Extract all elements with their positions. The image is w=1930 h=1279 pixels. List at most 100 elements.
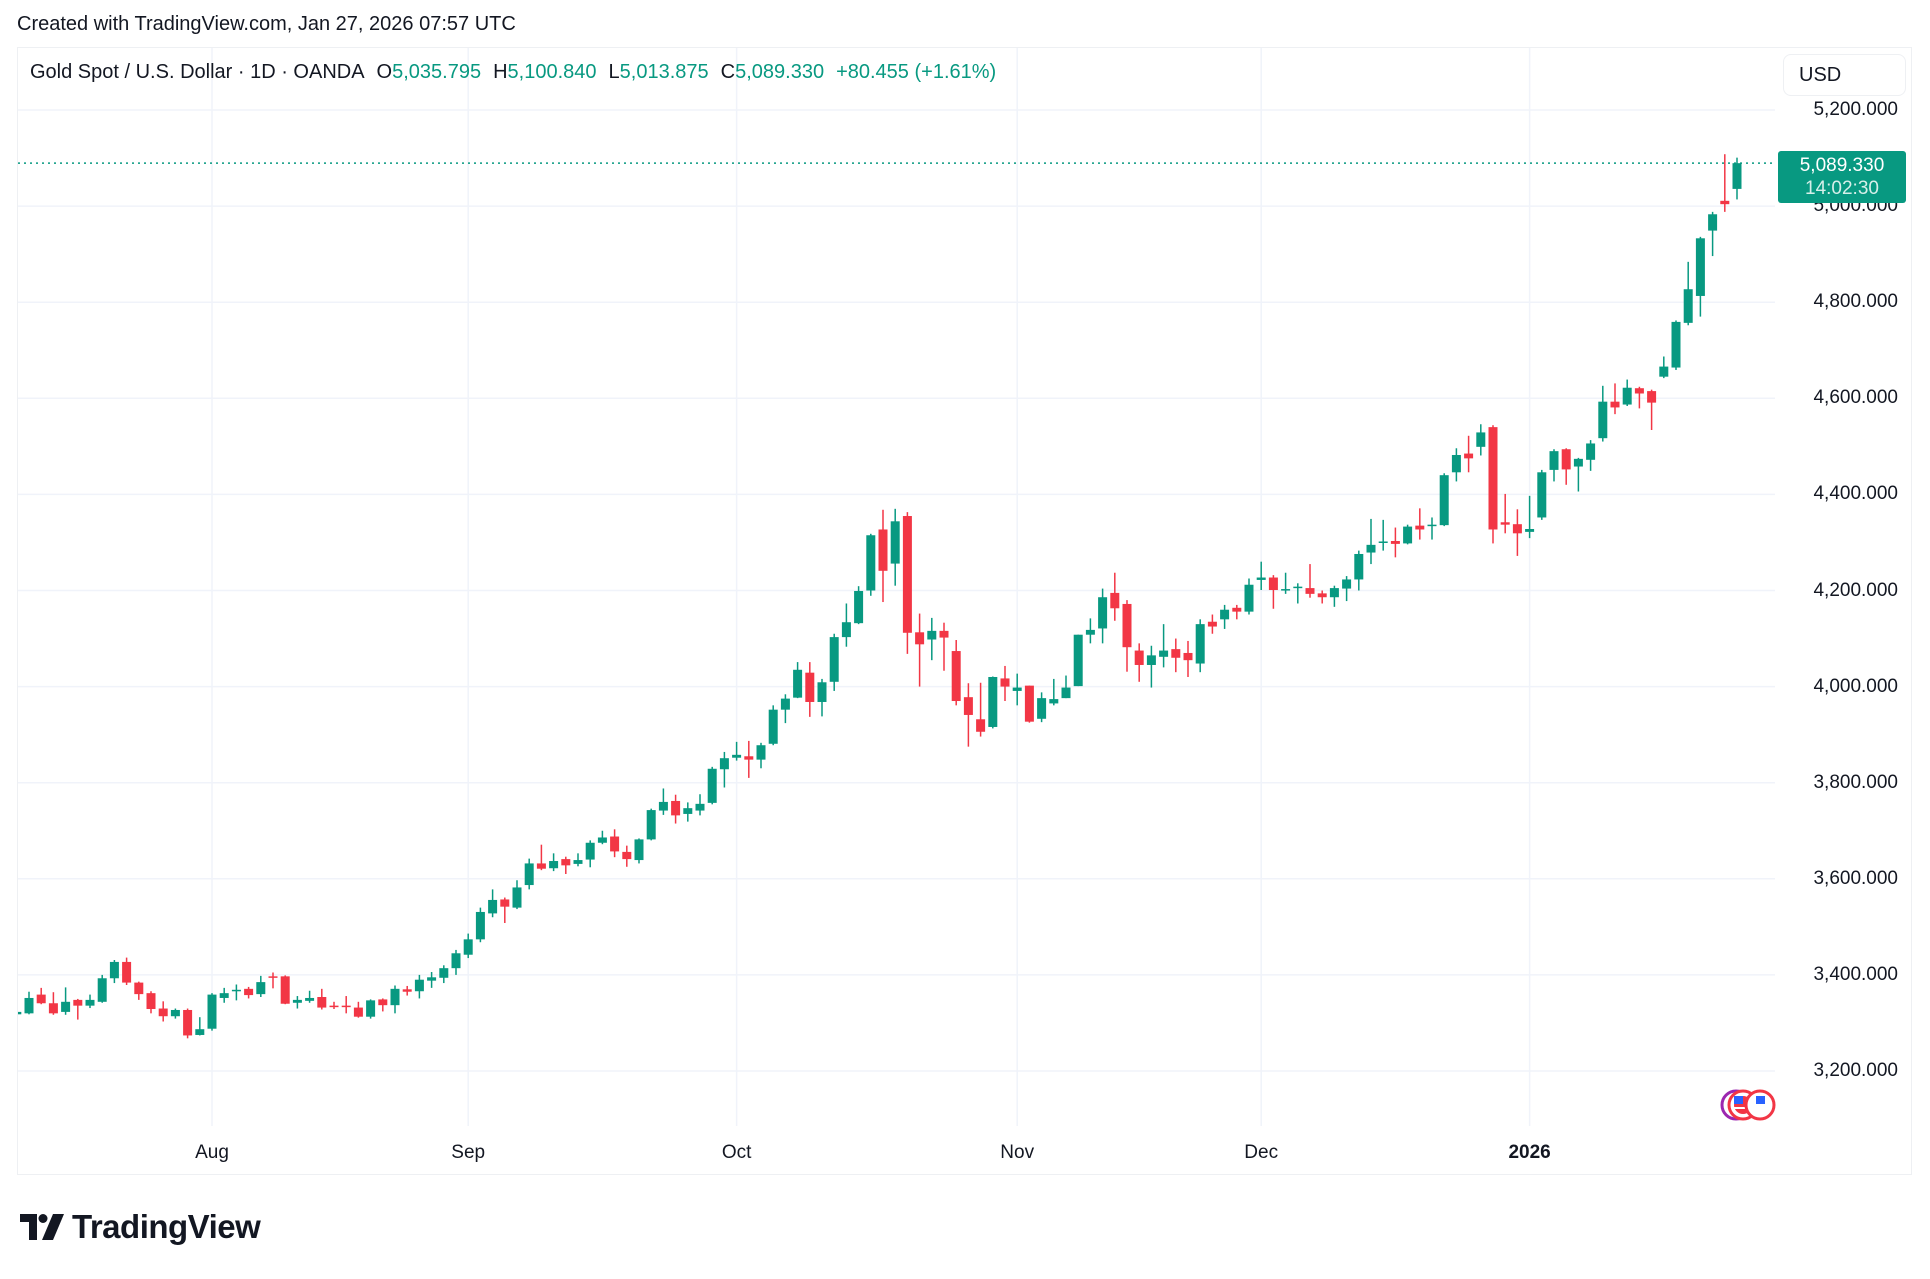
candle-body <box>732 754 742 758</box>
candle-body <box>183 1009 193 1036</box>
candle-body <box>1671 321 1681 368</box>
candle <box>549 853 559 872</box>
candle <box>780 694 790 724</box>
candle <box>890 508 900 586</box>
candle-body <box>61 1001 71 1012</box>
grid-lines <box>18 48 1775 1126</box>
candle <box>500 897 510 924</box>
candle-body <box>24 997 34 1014</box>
candle <box>378 998 388 1012</box>
candle <box>622 845 632 867</box>
candle <box>1427 517 1437 540</box>
candle <box>1732 157 1742 200</box>
candle <box>24 991 34 1015</box>
candle-body <box>439 968 449 978</box>
candle-body <box>231 989 241 992</box>
last-price-value: 5,089.330 <box>1799 155 1885 177</box>
candle-body <box>158 1008 168 1017</box>
candle-body <box>1561 449 1571 470</box>
candle <box>1073 634 1083 687</box>
candle-body <box>97 978 107 1002</box>
candle-body <box>1464 453 1474 459</box>
candle-body <box>207 994 217 1029</box>
candle-body <box>866 535 876 591</box>
candle-body <box>195 1029 205 1035</box>
candle-body <box>1366 544 1376 553</box>
candle-body <box>18 1011 22 1015</box>
currency-button[interactable]: USD <box>1783 54 1906 96</box>
candle <box>1708 211 1718 257</box>
created-with-caption: Created with TradingView.com, Jan 27, 20… <box>17 13 516 35</box>
candle-body <box>292 999 302 1003</box>
candle <box>1403 524 1413 545</box>
candle <box>1525 495 1535 539</box>
candle <box>158 1001 168 1022</box>
time-tick-label: Oct <box>721 1142 752 1163</box>
candle <box>634 838 644 864</box>
time-tick-label: Nov <box>1000 1142 1035 1163</box>
candle <box>1354 550 1364 591</box>
candle-body <box>793 669 803 698</box>
candle <box>1317 590 1327 604</box>
candle <box>244 986 254 999</box>
candle-body <box>1439 475 1449 526</box>
candle <box>915 613 925 687</box>
candle <box>451 949 461 975</box>
economic-events-flag-icon[interactable] <box>1720 1089 1776 1121</box>
candle <box>1146 645 1156 688</box>
candle-body <box>622 851 632 860</box>
candle-body <box>402 989 412 992</box>
candle <box>207 993 217 1031</box>
candle <box>85 994 95 1009</box>
candle-body <box>244 988 254 996</box>
candle-body <box>695 803 705 811</box>
candle-body <box>85 999 95 1006</box>
close-label: C <box>720 61 736 83</box>
candle-body <box>1537 472 1547 518</box>
candle <box>1232 604 1242 620</box>
candle-body <box>378 999 388 1006</box>
candle-body <box>1683 289 1693 323</box>
candle <box>610 829 620 858</box>
candle <box>1061 675 1071 699</box>
candle-body <box>36 994 46 1004</box>
candle-body <box>353 1007 363 1017</box>
candle-body <box>1586 443 1596 460</box>
candle-body <box>561 859 571 866</box>
candle <box>1671 320 1681 370</box>
candle <box>1366 518 1376 565</box>
candle <box>1647 389 1657 431</box>
candle-body <box>1732 163 1742 189</box>
candle-body <box>1708 214 1718 231</box>
candle <box>353 1001 363 1018</box>
candle <box>1464 435 1474 473</box>
price-tick-label: 4,200.000 <box>1813 579 1898 602</box>
candle-body <box>463 939 473 955</box>
candle <box>414 974 424 999</box>
candle <box>329 1001 339 1010</box>
bar-countdown: 14:02:30 <box>1805 178 1879 200</box>
tradingview-logo[interactable]: TradingView <box>20 1208 261 1246</box>
candle <box>854 586 864 625</box>
candle <box>793 662 803 699</box>
symbol-title[interactable]: Gold Spot / U.S. Dollar · 1D · OANDA <box>30 61 365 83</box>
candle-body <box>927 630 937 640</box>
candle-body <box>1305 588 1315 594</box>
candle-body <box>1037 698 1047 719</box>
candle <box>1390 527 1400 558</box>
candle <box>1634 386 1644 409</box>
candle <box>1000 665 1010 702</box>
candle <box>195 1017 205 1036</box>
candle-body <box>805 672 815 702</box>
price-tick-label: 3,800.000 <box>1813 771 1898 794</box>
candle <box>1695 236 1705 317</box>
candle <box>1024 685 1034 723</box>
candle <box>805 662 815 717</box>
candle-body <box>1695 238 1705 296</box>
price-tick-label: 4,800.000 <box>1813 291 1898 314</box>
candle-body <box>390 988 400 1006</box>
candle <box>1598 385 1608 442</box>
candle-body <box>1610 401 1620 408</box>
candle-body <box>902 516 912 633</box>
